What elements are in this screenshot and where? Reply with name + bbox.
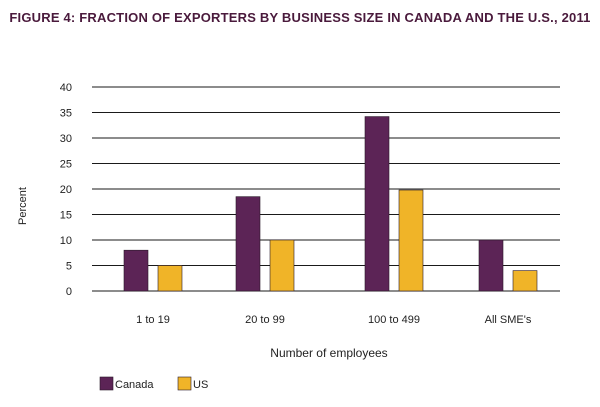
y-tick-label: 40 (60, 82, 72, 94)
bar-us-0 (157, 265, 183, 292)
legend-label-canada: Canada (115, 379, 154, 391)
bars (123, 116, 538, 292)
x-tick-labels: 1 to 19 20 to 99 100 to 499 All SME's (136, 314, 532, 326)
y-tick-label: 10 (60, 235, 72, 247)
y-tick-label: 25 (60, 159, 72, 171)
y-axis-label: Percent (17, 187, 29, 225)
x-tick-label: All SME's (485, 314, 532, 326)
legend-swatch-canada (99, 376, 114, 391)
bar-us-1 (269, 239, 295, 292)
y-tick-label: 35 (60, 108, 72, 120)
y-tick-label: 30 (60, 133, 72, 145)
legend-label-us: US (193, 379, 208, 391)
bar-canada-3 (478, 239, 504, 292)
legend-swatch-us (177, 376, 192, 391)
bar-us-2 (398, 189, 424, 292)
bar-canada-2 (364, 116, 390, 292)
legend: Canada US (99, 376, 208, 391)
x-tick-label: 20 to 99 (245, 314, 285, 326)
y-tick-label: 0 (66, 286, 72, 298)
y-tick-labels: 0 5 10 15 20 25 30 35 40 (60, 82, 72, 298)
bar-us-3 (512, 270, 538, 292)
x-tick-label: 100 to 499 (368, 314, 420, 326)
bar-canada-1 (235, 196, 261, 292)
chart-title: FIGURE 4: FRACTION OF EXPORTERS BY BUSIN… (9, 10, 591, 25)
x-tick-label: 1 to 19 (136, 314, 170, 326)
y-tick-label: 20 (60, 184, 72, 196)
y-tick-label: 5 (66, 261, 72, 273)
bar-canada-0 (123, 249, 149, 292)
y-tick-label: 15 (60, 210, 72, 222)
x-axis-label: Number of employees (270, 346, 387, 360)
